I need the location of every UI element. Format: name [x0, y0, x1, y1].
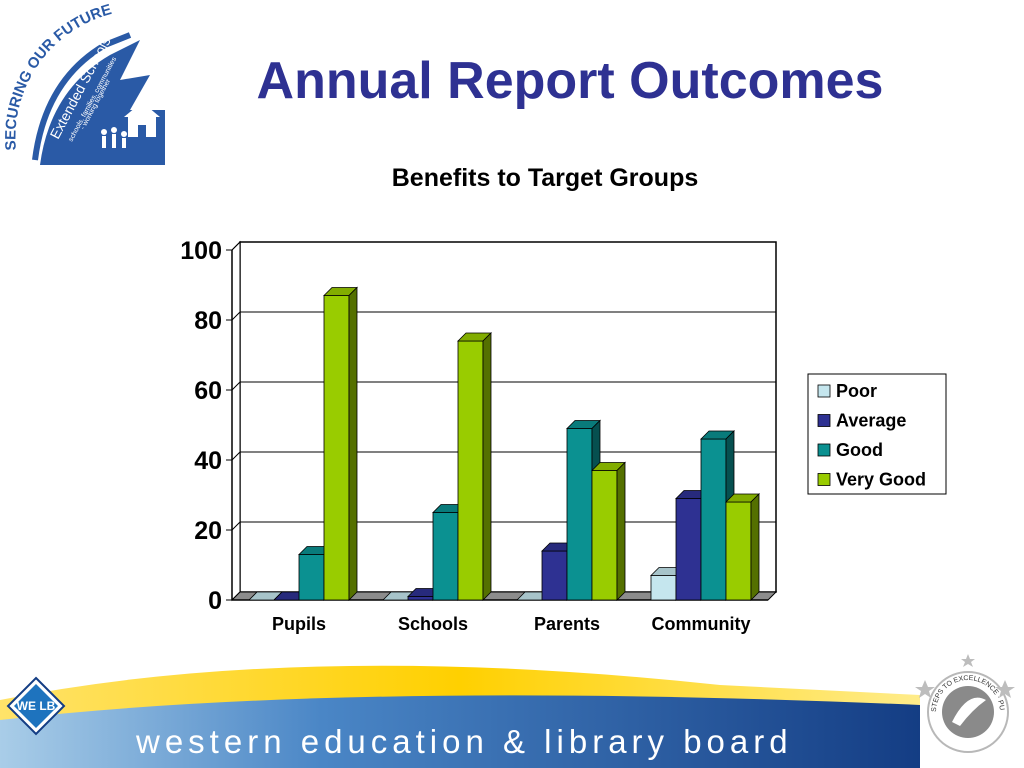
- y-tick-label: 80: [194, 307, 222, 335]
- legend-swatch: [817, 473, 831, 486]
- plot-side-wall: [231, 240, 241, 602]
- chart-title: Benefits to Target Groups: [392, 164, 699, 192]
- bar-chart: Benefits to Target Groups 0 20 40 60 80 100 Pu…: [180, 164, 947, 634]
- legend-label: Poor: [836, 381, 877, 401]
- y-tick-label: 0: [208, 587, 222, 615]
- securing-our-future-logo: SECURING OUR FUTURE Extended Schools sch…: [2, 1, 165, 170]
- legend-label: Good: [836, 440, 883, 460]
- x-tick-label: Parents: [534, 614, 600, 634]
- legend-swatch: [817, 414, 831, 427]
- y-tick-label: 40: [194, 447, 222, 475]
- bar-parents-very-good: [591, 461, 626, 601]
- y-tick-label: 60: [194, 377, 222, 405]
- legend-label: Very Good: [836, 470, 926, 490]
- welb-logo: WE LB: [6, 676, 66, 736]
- legend-swatch: [817, 443, 831, 457]
- bar-pupils-very-good: [323, 286, 358, 601]
- legend-box: [807, 373, 947, 495]
- children-icon: [101, 127, 127, 148]
- x-tick-label: Community: [652, 614, 751, 634]
- welb-logo-text: WE LB: [17, 699, 56, 713]
- footer-banner: WE LB western education & library board …: [0, 650, 1024, 768]
- gridline: [231, 381, 776, 391]
- org-name: western education & library board: [135, 723, 793, 760]
- gridline: [231, 311, 776, 321]
- legend: Poor Average Good Very Good: [807, 373, 947, 495]
- bar-schools-very-good: [457, 332, 492, 601]
- x-tick-label: Pupils: [272, 614, 326, 634]
- legend-swatch: [817, 384, 831, 398]
- x-tick-label: Schools: [398, 614, 468, 634]
- gridline: [231, 241, 776, 251]
- y-tick-label: 100: [180, 237, 222, 265]
- y-tick-label: 20: [194, 517, 222, 545]
- plot-area: 0 20 40 60 80 100 Pupils Schools Parents Communit…: [180, 237, 778, 634]
- page-title: Annual Report Outcomes: [256, 52, 884, 110]
- star-icon: [915, 654, 1015, 698]
- school-house-icon: [124, 96, 160, 137]
- legend-label: Average: [836, 411, 906, 431]
- bar-community-very-good: [725, 493, 760, 601]
